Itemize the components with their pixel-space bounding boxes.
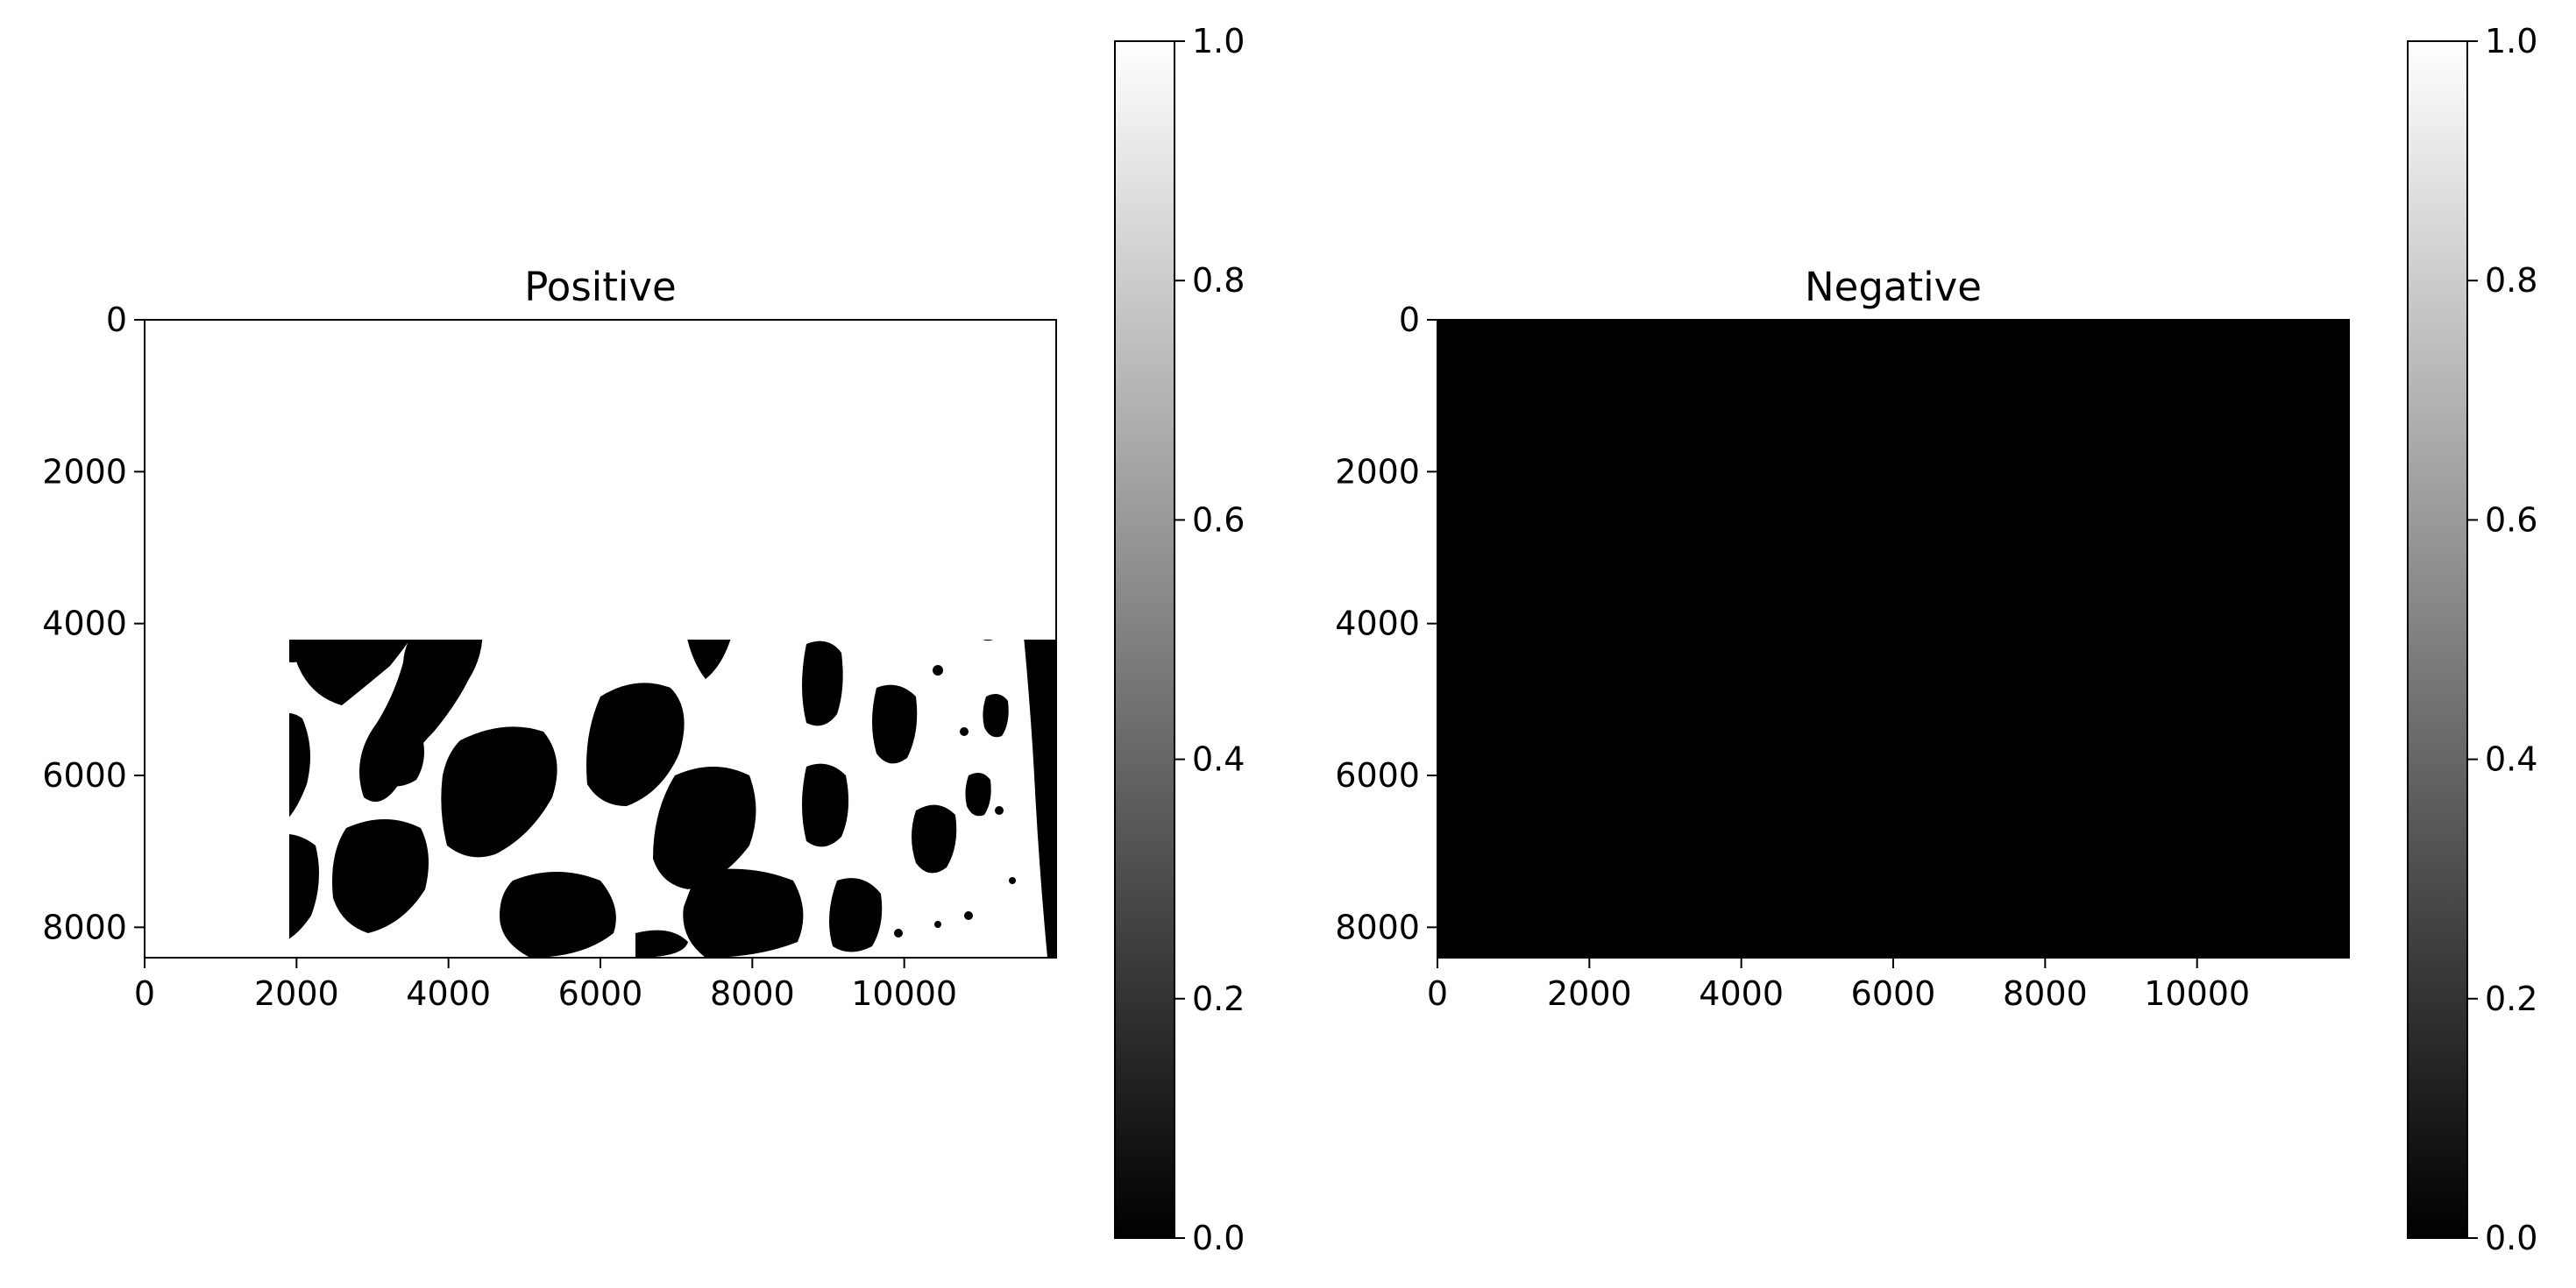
x-tick-label: 6000 [1851, 974, 1936, 1013]
x-tick-label: 4000 [1699, 974, 1784, 1013]
colorbar-tick-label: 1.0 [2485, 22, 2537, 60]
y-tick-label: 8000 [1335, 908, 1420, 946]
panel-negative: 0 2000 4000 6000 8000 10000 0 2000 4000 6000 8000 N… [1335, 22, 2537, 1257]
colorbar-tick-label: 0.4 [1192, 740, 1245, 779]
x-tick-label: 4000 [406, 974, 491, 1013]
colorbar: 0.0 0.2 0.4 0.6 0.8 1.0 [1114, 22, 1245, 1257]
colorbar-tick-label: 0.4 [2485, 740, 2537, 779]
colorbar-tick-label: 0.2 [1192, 980, 1245, 1018]
x-tick-label: 0 [134, 974, 155, 1013]
colorbar-tick-label: 0.0 [2485, 1219, 2537, 1257]
y-tick-label: 8000 [42, 908, 127, 946]
y-tick-label: 2000 [1335, 452, 1420, 491]
panels: 0 2000 4000 6000 8000 10000 0 2000 4000 6000 8000 P… [42, 22, 2537, 1257]
panel-title: Positive [524, 264, 676, 310]
colorbar-tick-label: 0.8 [2485, 261, 2537, 300]
y-tick-label: 6000 [42, 756, 127, 795]
panel-title: Negative [1805, 264, 1982, 310]
y-tick-label: 4000 [1335, 605, 1420, 643]
y-tick-label: 2000 [42, 452, 127, 491]
x-tick-label: 10000 [851, 974, 957, 1013]
x-tick-label: 8000 [710, 974, 795, 1013]
panel-positive: 0 2000 4000 6000 8000 10000 0 2000 4000 6000 8000 P… [42, 22, 1245, 1257]
image-positive [145, 320, 1056, 958]
x-tick-label: 6000 [558, 974, 643, 1013]
colorbar-gradient [1114, 40, 1175, 1239]
colorbar-tick-label: 0.8 [1192, 261, 1245, 300]
image-negative [1437, 320, 2349, 958]
colorbar: 0.0 0.2 0.4 0.6 0.8 1.0 [2407, 22, 2537, 1257]
x-tick-label: 2000 [1547, 974, 1632, 1013]
x-tick-label: 0 [1427, 974, 1448, 1013]
x-tick-label: 10000 [2144, 974, 2250, 1013]
y-tick-label: 0 [106, 301, 127, 339]
colorbar-tick-label: 1.0 [1192, 22, 1245, 60]
colorbar-gradient [2407, 40, 2468, 1239]
x-tick-label: 8000 [2003, 974, 2088, 1013]
y-tick-label: 6000 [1335, 756, 1420, 795]
x-tick-label: 2000 [254, 974, 339, 1013]
y-tick-label: 4000 [42, 605, 127, 643]
colorbar-tick-label: 0.6 [2485, 500, 2537, 539]
y-tick-label: 0 [1399, 301, 1420, 339]
colorbar-tick-label: 0.6 [1192, 500, 1245, 539]
colorbar-tick-label: 0.0 [1192, 1219, 1245, 1257]
colorbar-tick-label: 0.2 [2485, 980, 2537, 1018]
